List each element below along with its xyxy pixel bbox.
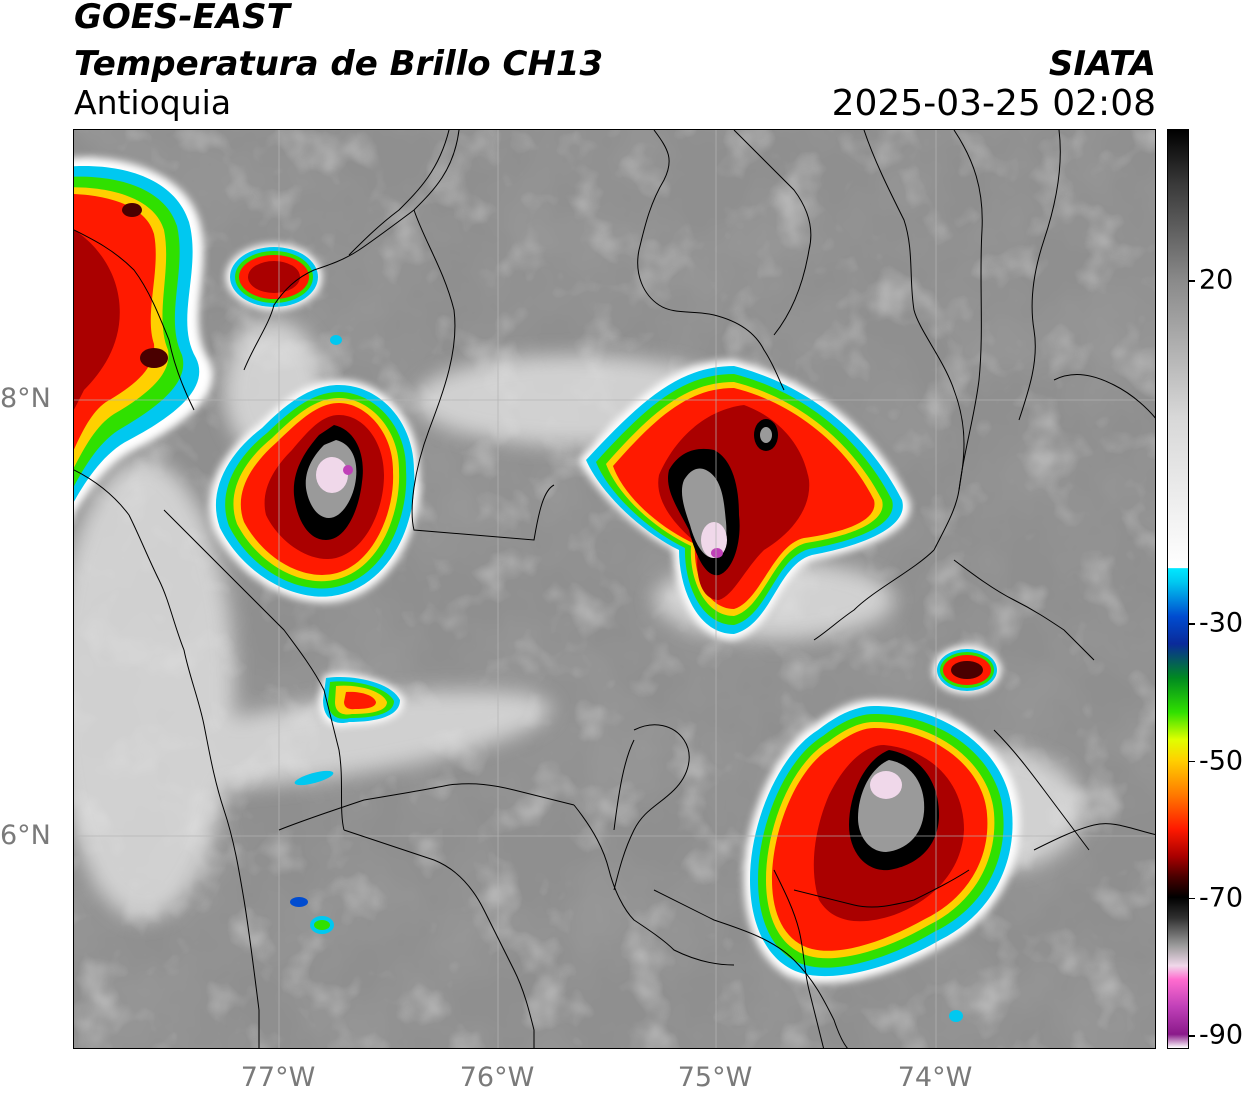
colorbar-tick-label: 20	[1199, 264, 1234, 296]
lon-label-74w: 74°W	[897, 1062, 973, 1093]
satellite-title: GOES-EAST	[74, 0, 290, 37]
lon-label-76w: 76°W	[459, 1062, 535, 1093]
lon-label-77w: 77°W	[240, 1062, 316, 1093]
colorbar-tick-label: -90	[1199, 1019, 1244, 1051]
gridlines	[74, 130, 1155, 1048]
storm-small-north	[226, 244, 322, 310]
region-label: Antioquia	[74, 83, 232, 122]
storm-cells	[74, 157, 1020, 1022]
storm-central-antioquia	[579, 360, 911, 640]
admin-boundaries	[74, 130, 1155, 1048]
lat-label-8n: 8°N	[0, 383, 51, 414]
satellite-map[interactable]	[73, 129, 1156, 1049]
colorbar-tick	[1189, 760, 1195, 763]
minor-cells	[290, 335, 963, 1022]
colorbar-tick	[1189, 897, 1195, 900]
agency-label: SIATA	[1048, 44, 1156, 84]
colorbar-tick	[1189, 1035, 1195, 1037]
lon-label-75w: 75°W	[677, 1062, 753, 1093]
colorbar-tick-label: -70	[1199, 882, 1244, 914]
storm-choco-small	[319, 673, 404, 727]
colorbar-tick	[1189, 280, 1195, 282]
colorbar-tick-label: -30	[1199, 607, 1244, 639]
storm-nw-coast	[74, 157, 213, 514]
colorbar	[1167, 129, 1189, 1049]
storm-east-small	[933, 646, 1001, 694]
map-canvas	[74, 130, 1155, 1048]
colorbar-tick	[1189, 623, 1195, 625]
lat-label-6n: 6°N	[0, 820, 51, 851]
product-title: Temperatura de Brillo CH13	[74, 44, 604, 84]
colorbar-tick-label: -50	[1199, 745, 1244, 777]
datetime-label: 2025-03-25 02:08	[831, 83, 1156, 124]
storm-southeast	[744, 700, 1020, 984]
